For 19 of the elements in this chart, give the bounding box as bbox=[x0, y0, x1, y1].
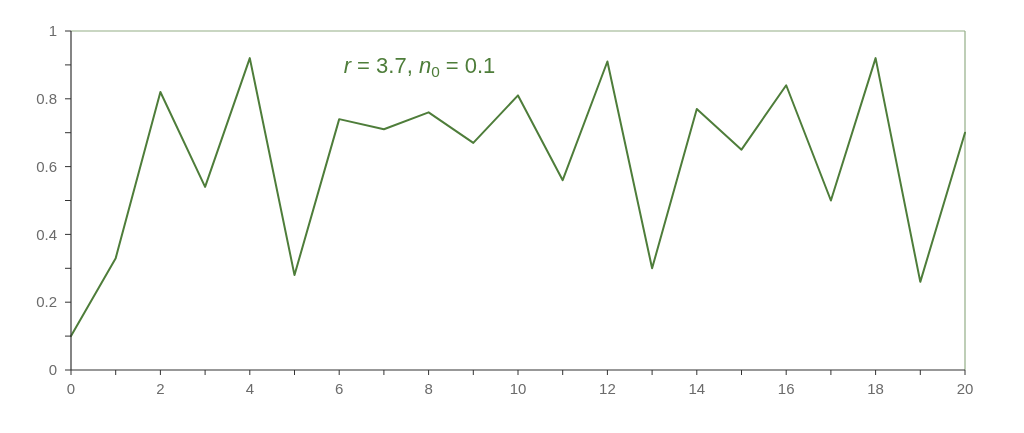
x-tick-label: 0 bbox=[66, 380, 76, 397]
x-tick-label: 2 bbox=[156, 380, 165, 397]
x-tick-label: 14 bbox=[688, 380, 706, 397]
annotation: r = 3.7, n$_{0}$ = 0.1 bbox=[343, 53, 496, 80]
x-tick-label: 16 bbox=[777, 380, 795, 397]
x-tick-label: 8 bbox=[424, 380, 433, 397]
x-tick-label: 20 bbox=[956, 380, 974, 397]
line-series bbox=[70, 57, 966, 338]
x-tick-label: 18 bbox=[867, 380, 884, 397]
y-tick-label: 0.2 bbox=[36, 293, 57, 311]
x-tick-label: 12 bbox=[599, 380, 616, 397]
x-tick-label: 6 bbox=[335, 380, 344, 397]
y-tick-label: 0.4 bbox=[36, 225, 57, 243]
y-tick-label: 0 bbox=[48, 361, 57, 379]
y-tick-label: 1 bbox=[48, 22, 57, 40]
y-tick-label: 0.6 bbox=[36, 157, 57, 175]
y-tick-label: 0.8 bbox=[36, 90, 57, 108]
x-tick-label: 4 bbox=[245, 380, 254, 397]
x-tick-label: 10 bbox=[509, 380, 527, 397]
